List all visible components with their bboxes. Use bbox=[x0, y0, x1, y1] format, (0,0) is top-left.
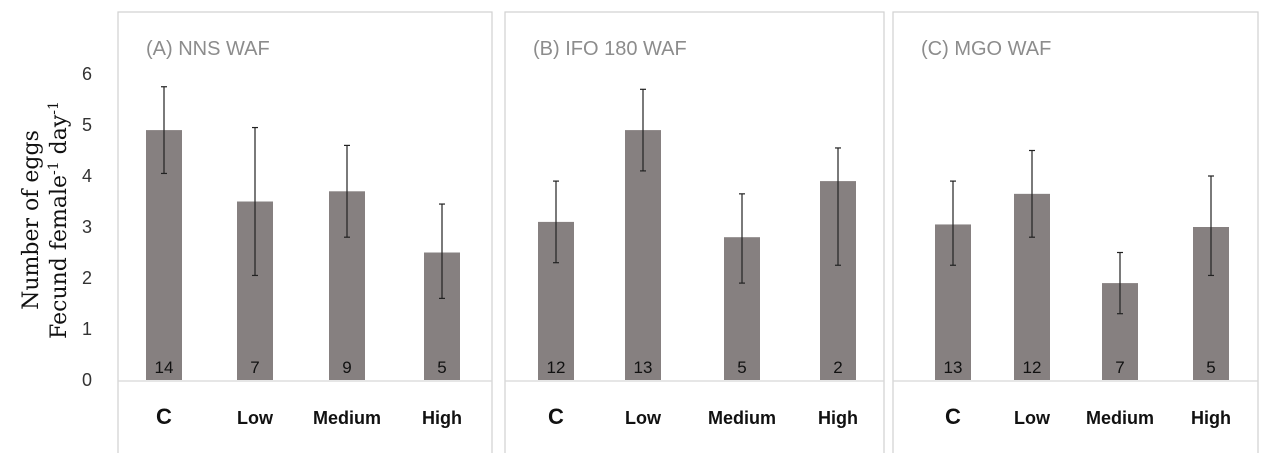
category-label: C bbox=[945, 404, 961, 429]
sample-size-label: 13 bbox=[634, 358, 653, 377]
sample-size-label: 5 bbox=[737, 358, 746, 377]
y-tick-label: 6 bbox=[82, 64, 92, 84]
sample-size-label: 9 bbox=[342, 358, 351, 377]
bar bbox=[625, 130, 661, 380]
panel-title: (B) IFO 180 WAF bbox=[533, 38, 687, 60]
y-tick-label: 0 bbox=[82, 370, 92, 390]
panel-frame bbox=[892, 11, 1259, 453]
category-label: Low bbox=[1014, 408, 1051, 428]
sample-size-label: 12 bbox=[547, 358, 566, 377]
y-axis-label-line1: Number of eggs bbox=[19, 130, 44, 310]
y-tick-label: 2 bbox=[82, 268, 92, 288]
sample-size-label: 5 bbox=[1206, 358, 1215, 377]
sample-size-label: 12 bbox=[1023, 358, 1042, 377]
sample-size-label: 5 bbox=[437, 358, 446, 377]
category-label: High bbox=[818, 408, 858, 428]
y-axis-ticks: 0 1 2 3 4 5 6 bbox=[82, 64, 92, 390]
panel-frame bbox=[504, 11, 885, 453]
sample-size-label: 13 bbox=[944, 358, 963, 377]
chart-panel: (C) MGO WAF 13 C 12 Low 7 Medium 5 High bbox=[892, 11, 1259, 453]
y-tick-label: 3 bbox=[82, 217, 92, 237]
category-label: Medium bbox=[313, 408, 381, 428]
category-label: Low bbox=[625, 408, 662, 428]
category-label: High bbox=[1191, 408, 1231, 428]
category-label: High bbox=[422, 408, 462, 428]
sample-size-label: 2 bbox=[833, 358, 842, 377]
y-tick-label: 5 bbox=[82, 115, 92, 135]
y-tick-label: 4 bbox=[82, 166, 92, 186]
panel-title: (C) MGO WAF bbox=[921, 38, 1051, 60]
category-label: Low bbox=[237, 408, 274, 428]
y-axis-label: Number of eggs Fecund female-1 day-1 bbox=[19, 101, 72, 339]
sample-size-label: 7 bbox=[250, 358, 259, 377]
category-label: Medium bbox=[1086, 408, 1154, 428]
panel-title: (A) NNS WAF bbox=[146, 38, 270, 60]
panel-frame bbox=[117, 11, 493, 453]
category-label: C bbox=[156, 404, 172, 429]
chart-panel: (B) IFO 180 WAF 12 C 13 Low 5 Medium 2 High bbox=[504, 11, 885, 453]
category-label: C bbox=[548, 404, 564, 429]
category-label: Medium bbox=[708, 408, 776, 428]
sample-size-label: 7 bbox=[1115, 358, 1124, 377]
y-tick-label: 1 bbox=[82, 319, 92, 339]
chart-panel: (A) NNS WAF 14 C 7 Low 9 Medium 5 High bbox=[117, 11, 493, 453]
y-axis-label-line2: Fecund female-1 day-1 bbox=[46, 101, 72, 339]
sample-size-label: 14 bbox=[155, 358, 174, 377]
